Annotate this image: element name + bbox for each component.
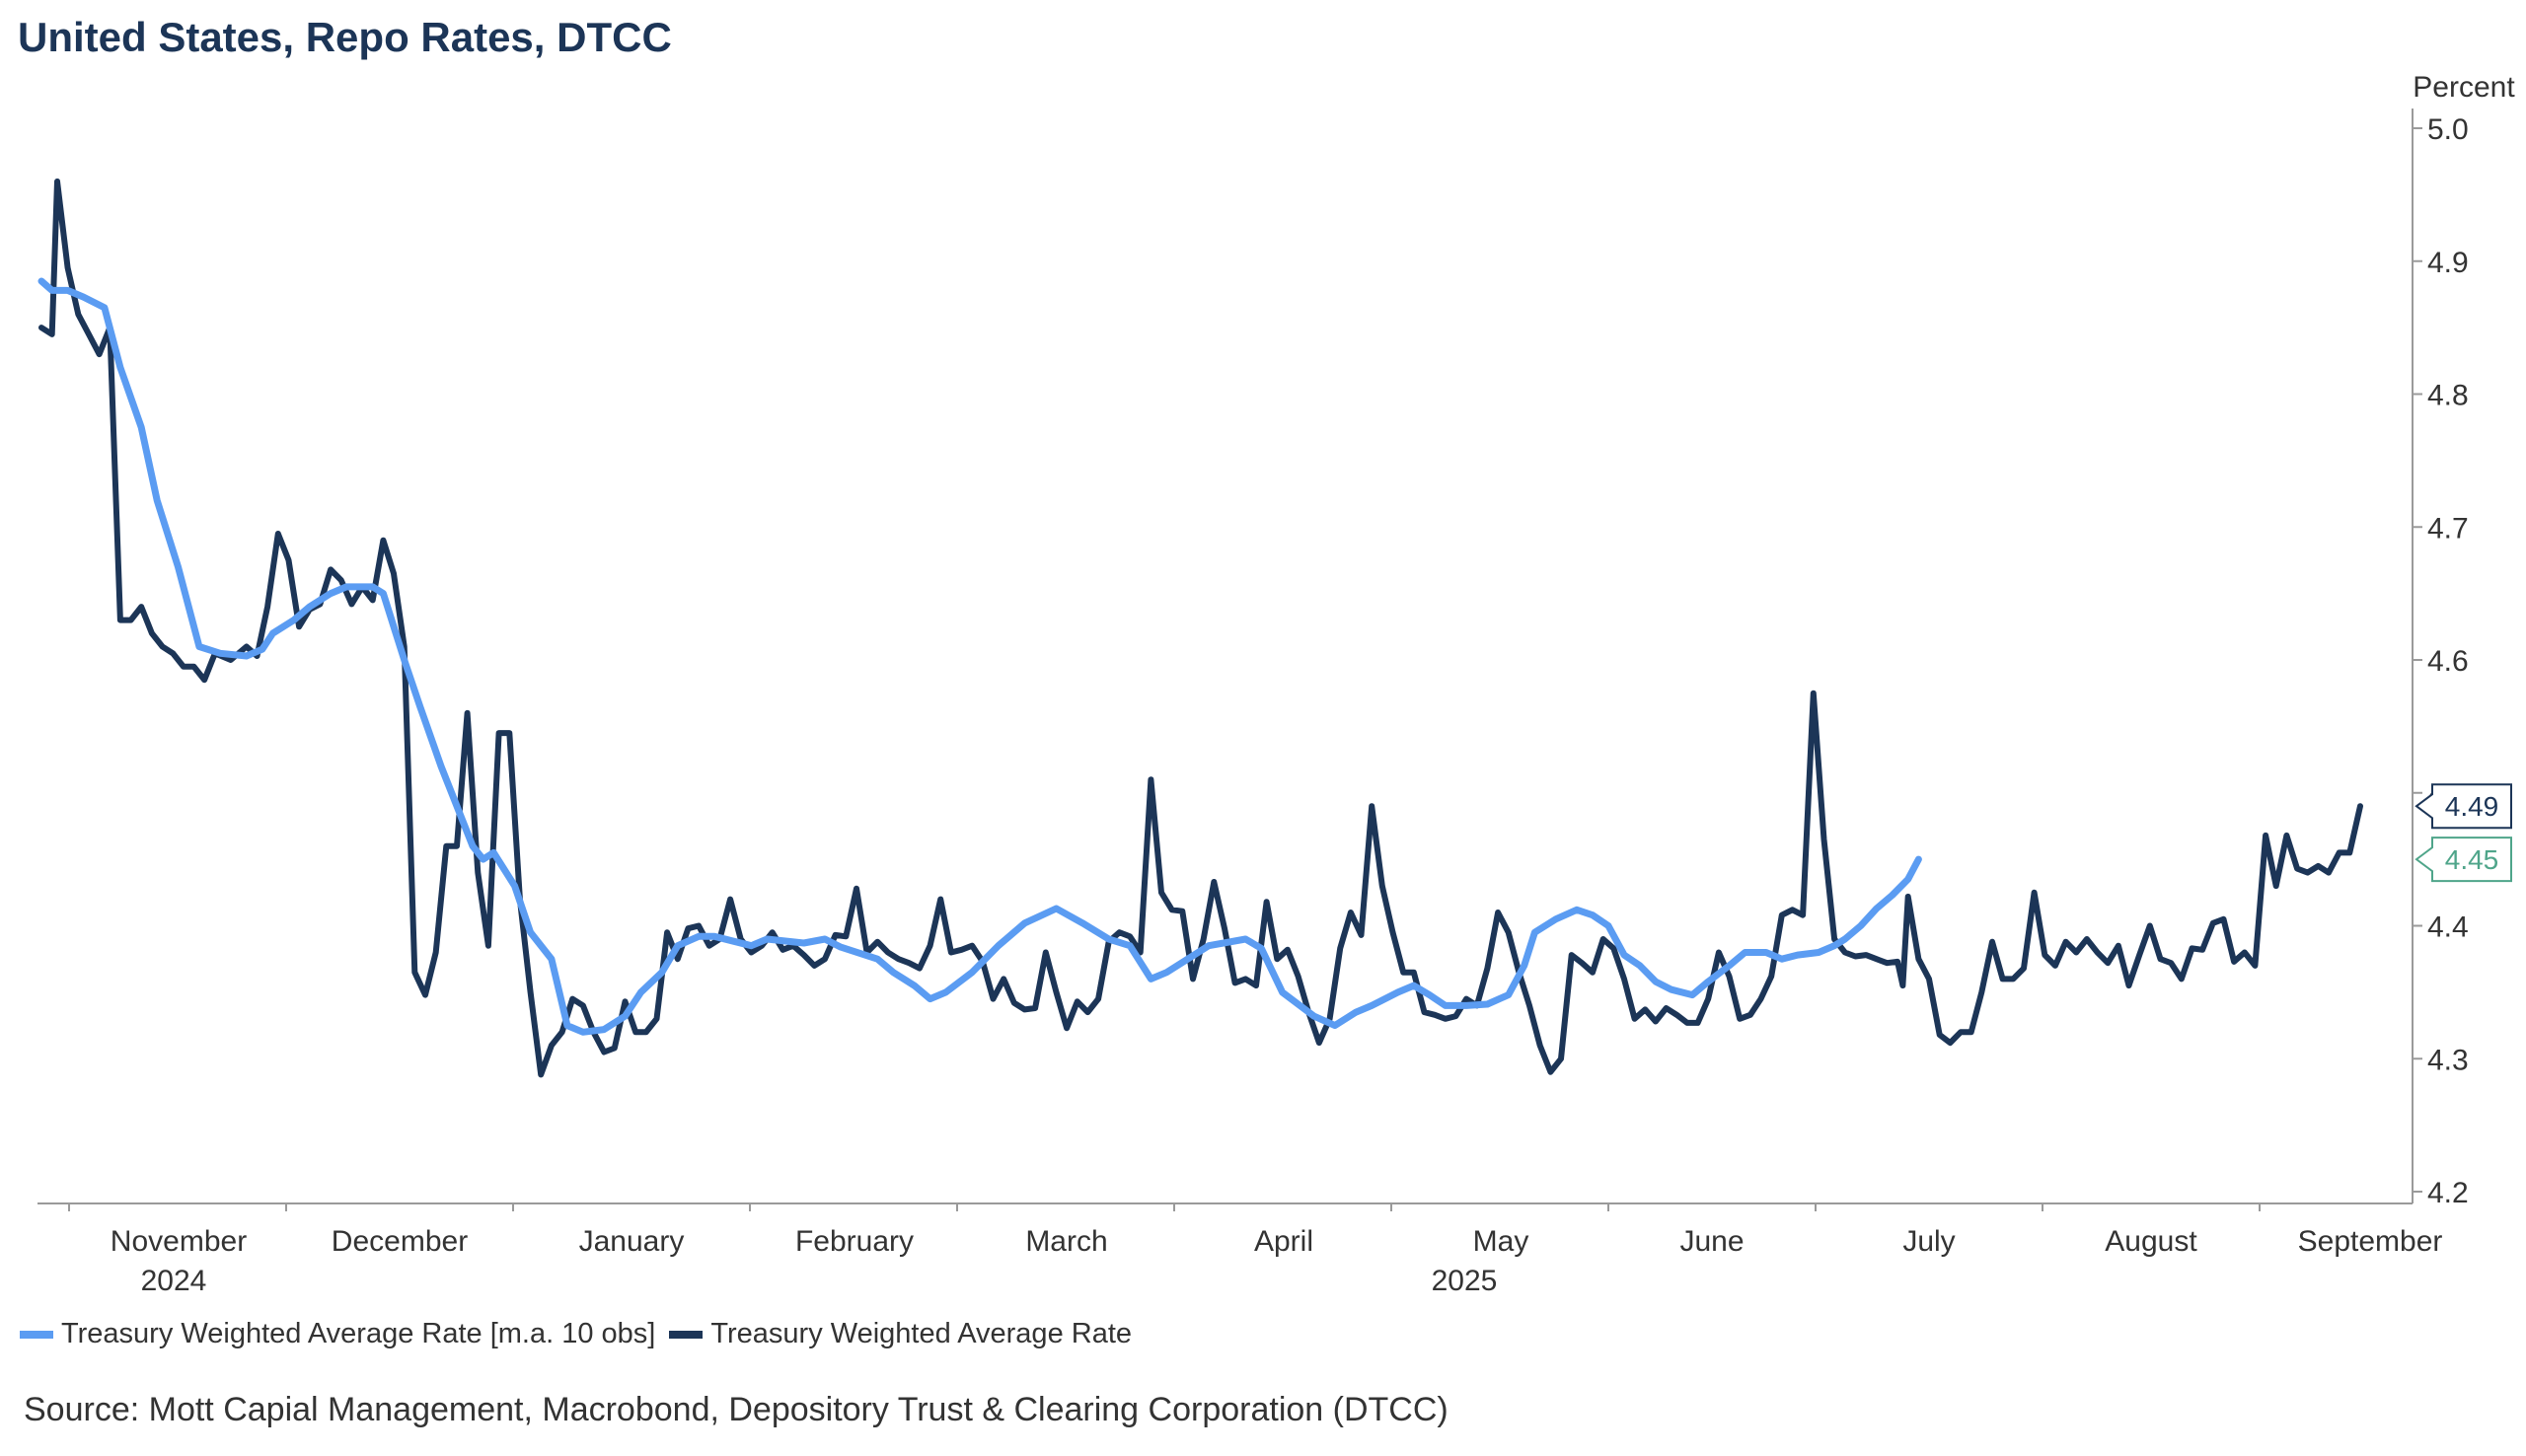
y-tick-label: 4.8 <box>2427 380 2469 412</box>
legend-label-moving-average: Treasury Weighted Average Rate [m.a. 10 … <box>61 1318 656 1349</box>
x-tick-label: June <box>1679 1225 1744 1258</box>
x-tick-label: April <box>1254 1225 1313 1258</box>
legend-swatch-moving-average <box>20 1330 53 1339</box>
end-label-value: 4.49 <box>2445 791 2499 822</box>
end-label-box <box>2415 837 2512 883</box>
y-tick-label: 5.0 <box>2427 113 2469 146</box>
series-lines <box>37 178 2363 1078</box>
axes: 4.24.34.44.54.64.74.84.95.0PercentNovemb… <box>37 71 2515 1297</box>
x-tick-label: December <box>332 1225 468 1258</box>
y-tick-label: 4.2 <box>2427 1177 2469 1209</box>
x-tick-label: January <box>579 1225 685 1258</box>
x-tick-label: May <box>1473 1225 1529 1258</box>
x-tick-label: August <box>2105 1225 2197 1258</box>
x-year-label: 2025 <box>1432 1265 1498 1297</box>
series-line-weighted-average <box>38 178 2363 1078</box>
x-tick-label: February <box>795 1225 914 1258</box>
end-label-weighted-average: 4.49 <box>2415 783 2512 830</box>
x-tick-label: November <box>111 1225 247 1258</box>
x-tick-label: September <box>2298 1225 2443 1258</box>
end-label-box <box>2415 783 2512 830</box>
y-axis-label: Percent <box>2413 71 2515 104</box>
legend-item-moving-average[interactable]: Treasury Weighted Average Rate [m.a. 10 … <box>20 1318 655 1350</box>
legend-swatch-weighted-average <box>669 1330 704 1339</box>
y-tick-label: 4.6 <box>2427 645 2469 678</box>
legend-label-weighted-average: Treasury Weighted Average Rate <box>710 1318 1133 1349</box>
end-label-value: 4.45 <box>2445 844 2499 875</box>
y-tick-label: 4.9 <box>2427 247 2469 279</box>
end-value-labels: 4.45 4.49 <box>2415 783 2512 883</box>
x-tick-label: March <box>1025 1225 1107 1258</box>
y-tick-label: 4.7 <box>2427 512 2469 545</box>
legend-item-weighted-average[interactable]: Treasury Weighted Average Rate <box>669 1318 1132 1350</box>
legend: Treasury Weighted Average Rate [m.a. 10 … <box>20 1318 1146 1350</box>
x-tick-label: July <box>1902 1225 1955 1258</box>
y-tick-label: 4.3 <box>2427 1044 2469 1076</box>
end-label-moving-average: 4.45 <box>2415 837 2512 883</box>
source-note: Source: Mott Capial Management, Macrobon… <box>24 1391 1449 1428</box>
chart-title: United States, Repo Rates, DTCC <box>18 14 672 60</box>
y-tick-label: 4.4 <box>2427 911 2469 944</box>
series-line-moving-average <box>37 277 1922 1036</box>
x-year-label: 2024 <box>141 1265 207 1297</box>
